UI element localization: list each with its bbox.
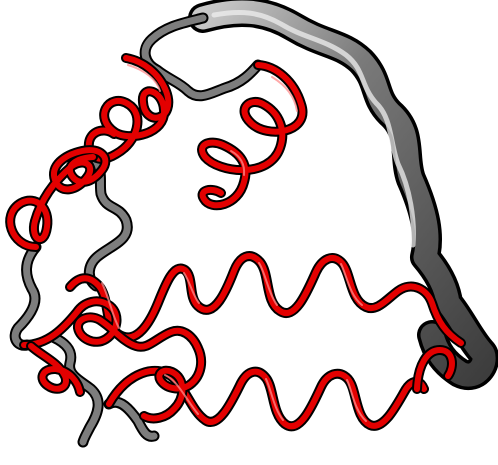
gray-coil-connectors <box>9 12 264 448</box>
helix-highlights <box>101 64 367 422</box>
gray-coil-main <box>188 0 498 390</box>
